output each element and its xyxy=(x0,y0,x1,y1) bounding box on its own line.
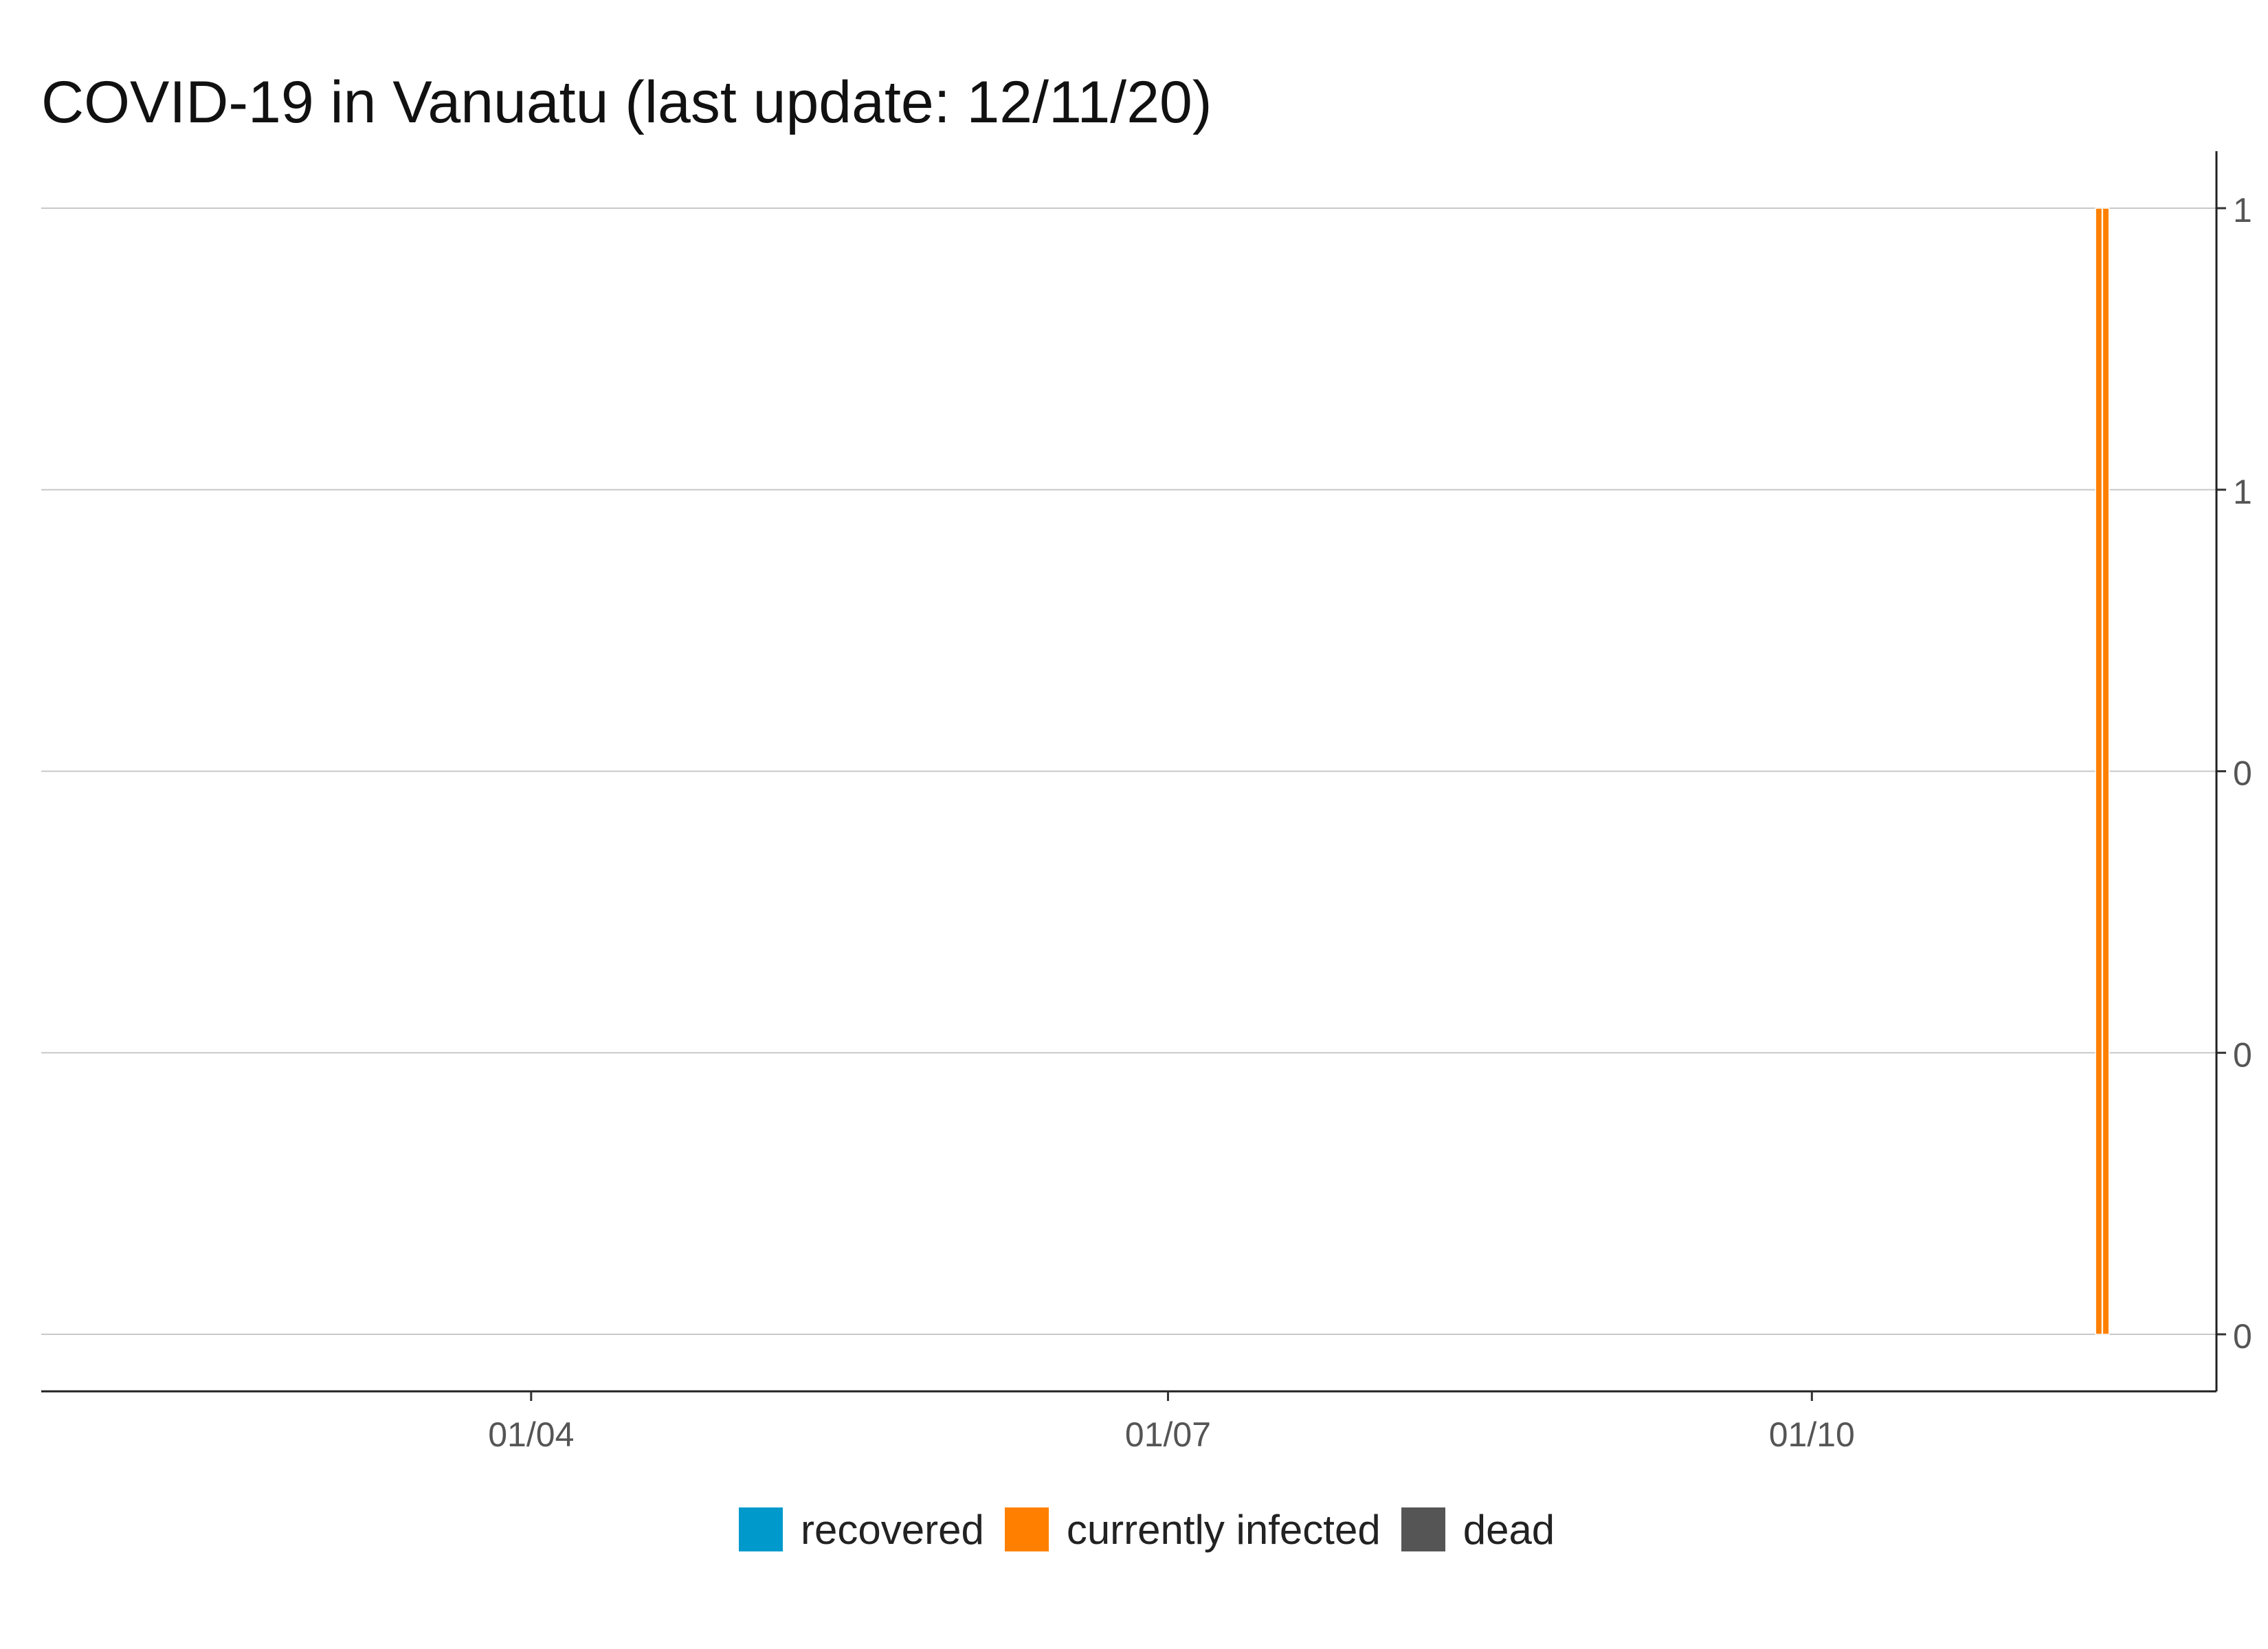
x-tick-label: 01/04 xyxy=(488,1415,574,1454)
legend-swatch-dead xyxy=(1401,1507,1445,1551)
y-tick-label: 0 xyxy=(2233,1317,2252,1356)
legend-item-dead: dead xyxy=(1401,1506,1555,1553)
legend-label-currently-infected: currently infected xyxy=(1066,1506,1381,1553)
legend-item-recovered: recovered xyxy=(739,1506,984,1553)
legend-label-dead: dead xyxy=(1463,1506,1555,1553)
x-tick-label: 01/10 xyxy=(1769,1415,1855,1454)
legend: recovered currently infected dead xyxy=(739,1506,1575,1553)
legend-item-currently-infected: currently infected xyxy=(1004,1506,1381,1553)
legend-swatch-currently-infected xyxy=(1004,1507,1049,1551)
x-tick-label: 01/07 xyxy=(1125,1415,1211,1454)
legend-label-recovered: recovered xyxy=(801,1506,984,1553)
chart-title: COVID-19 in Vanuatu (last update: 12/11/… xyxy=(41,69,1212,135)
bar-currently-infected xyxy=(2095,207,2103,1335)
y-tick-label: 1 xyxy=(2233,473,2252,511)
legend-swatch-recovered xyxy=(739,1507,783,1551)
y-tick-label: 0 xyxy=(2233,1035,2252,1074)
y-tick-label: 1 xyxy=(2233,191,2252,229)
bar-currently-infected xyxy=(2102,207,2110,1335)
y-tick-label: 0 xyxy=(2233,754,2252,793)
